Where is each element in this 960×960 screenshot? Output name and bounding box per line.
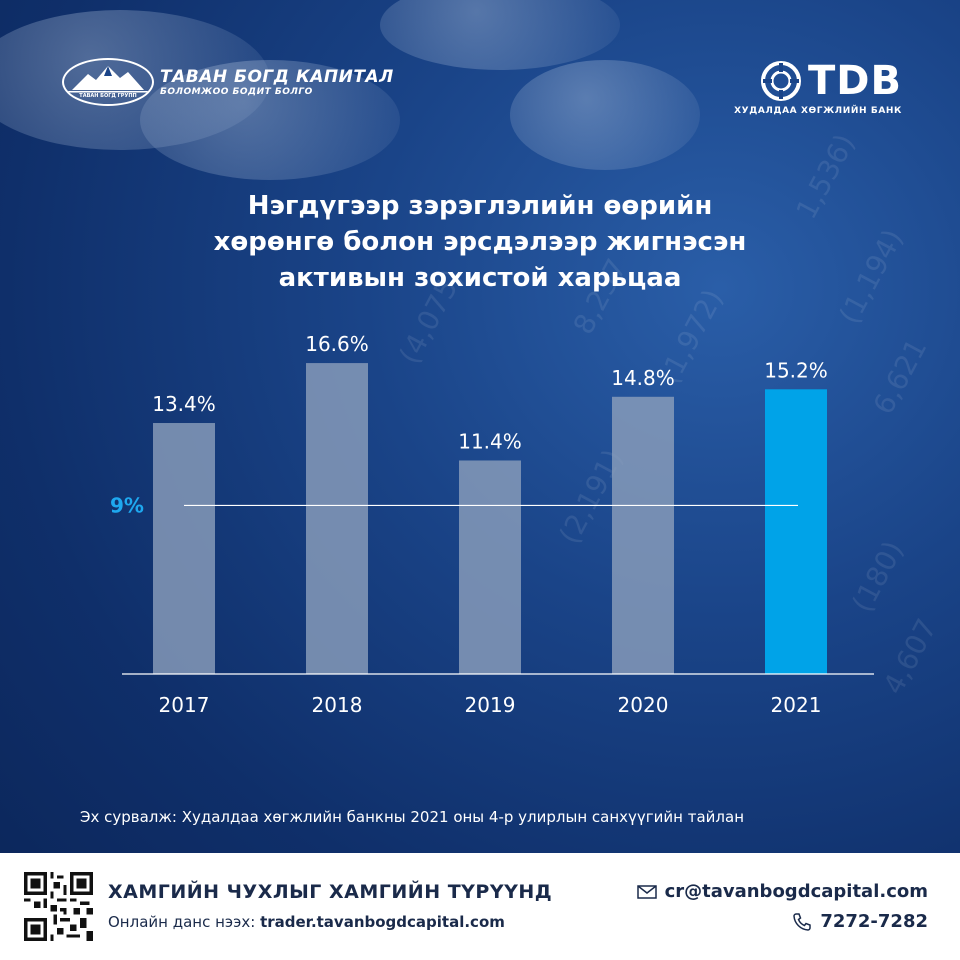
data-label-2018: 16.6% — [305, 332, 369, 356]
qr-code-icon[interactable] — [24, 872, 93, 941]
online-url-link[interactable]: trader.tavanbogdcapital.com — [260, 913, 505, 931]
data-label-2020: 14.8% — [611, 366, 675, 390]
source-note: Эх сурвалж: Худалдаа хөгжлийн банкны 202… — [80, 808, 744, 826]
mail-icon — [636, 884, 657, 899]
threshold-label: 9% — [110, 493, 144, 517]
tavan-bogd-logo: ТАВАН БОГД ГРУПП ТАВАН БОГД КАПИТАЛ БОЛО… — [62, 58, 394, 106]
email-contact[interactable]: cr@tavanbogdcapital.com — [636, 881, 928, 902]
bar-2019 — [459, 460, 521, 674]
x-tick-label-2019: 2019 — [465, 693, 516, 717]
chart-title-line: Нэгдүгээр зэрэглэлийн өөрийн — [247, 191, 713, 221]
data-label-2019: 11.4% — [458, 429, 522, 453]
logo-tagline: БОЛОМЖОО БОДИТ БОЛГО — [160, 87, 313, 97]
chart-title-line: хөрөнгө болон эрсдэлээр жигнэсэн — [213, 227, 747, 257]
slogan: ХАМГИЙН ЧУХЛЫГ ХАМГИЙН ТҮРҮҮНД — [108, 881, 553, 903]
logo-name: ТАВАН БОГД КАПИТАЛ — [160, 67, 394, 87]
data-label-2021: 15.2% — [764, 358, 828, 382]
bar-2020 — [612, 396, 674, 674]
tdb-logo: TDB ХУДАЛДАА ХӨГЖЛИЙН БАНК — [734, 58, 902, 116]
chart-title: Нэгдүгээр зэрэглэлийн өөрийн хөрөнгө бол… — [0, 188, 960, 296]
online-prefix: Онлайн данс нээх: — [108, 913, 261, 931]
tdb-emblem-icon — [761, 61, 802, 101]
mountain-logo-icon: ТАВАН БОГД ГРУПП — [62, 58, 154, 106]
bar-2017 — [153, 423, 215, 674]
background-coin — [510, 60, 700, 170]
logo-emblem-text: ТАВАН БОГД ГРУПП — [79, 93, 137, 99]
online-account-line: Онлайн данс нээх: trader.tavanbogdcapita… — [108, 913, 505, 931]
x-tick-label-2021: 2021 — [771, 693, 822, 717]
bar-2021 — [765, 389, 827, 674]
background-coin — [380, 0, 620, 70]
data-label-2017: 13.4% — [152, 392, 216, 416]
chart-title-line: активын зохистой харьцаа — [278, 263, 682, 293]
phone-icon — [793, 912, 812, 931]
tdb-subtitle: ХУДАЛДАА ХӨГЖЛИЙН БАНК — [734, 106, 902, 116]
phone-contact[interactable]: 7272-7282 — [792, 911, 928, 932]
x-tick-label-2020: 2020 — [618, 693, 669, 717]
x-tick-label-2017: 2017 — [159, 693, 210, 717]
footer: ХАМГИЙН ЧУХЛЫГ ХАМГИЙН ТҮРҮҮНД Онлайн да… — [0, 853, 960, 960]
tdb-name: TDB — [808, 58, 902, 104]
background-coin — [140, 60, 400, 180]
bar-2018 — [306, 363, 368, 674]
email-link[interactable]: cr@tavanbogdcapital.com — [664, 881, 928, 902]
x-tick-label-2018: 2018 — [312, 693, 363, 717]
phone-number[interactable]: 7272-7282 — [820, 911, 928, 932]
